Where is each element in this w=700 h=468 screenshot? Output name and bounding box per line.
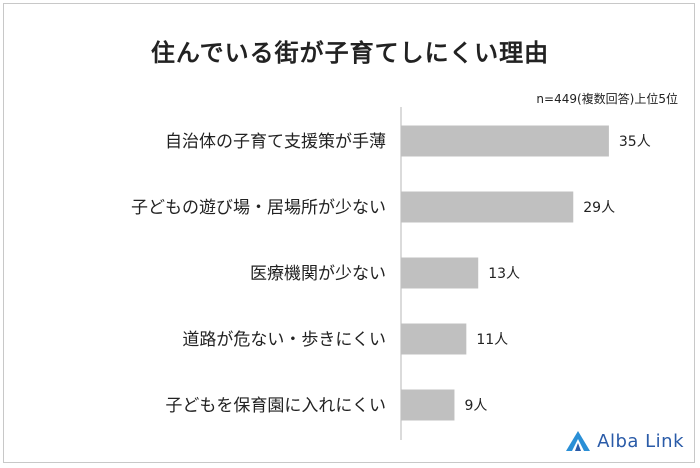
bar	[401, 389, 455, 421]
category-label: 自治体の子育て支援策が手薄	[165, 132, 386, 152]
brand-name: Alba Link	[597, 430, 684, 452]
brand-logo: Alba Link	[565, 428, 684, 454]
category-label: 子どもを保育園に入れにくい	[165, 396, 386, 416]
bar	[401, 257, 479, 289]
chart-title: 住んでいる街が子育てしにくい理由	[150, 39, 550, 67]
data-label: 13人	[488, 266, 520, 282]
data-label: 9人	[464, 398, 487, 414]
bar	[401, 323, 467, 355]
data-label: 11人	[476, 332, 508, 348]
bar	[401, 125, 609, 157]
sample-note: n=449(複数回答)上位5位	[536, 92, 678, 106]
chart-frame	[3, 3, 695, 463]
category-label: 医療機関が少ない	[250, 264, 386, 284]
data-label: 29人	[583, 200, 615, 216]
category-label: 子どもの遊び場・居場所が少ない	[131, 198, 386, 218]
bar	[401, 191, 574, 223]
alba-link-logo-icon	[566, 431, 591, 451]
data-label: 35人	[619, 134, 651, 150]
category-label: 道路が危ない・歩きにくい	[182, 330, 386, 350]
